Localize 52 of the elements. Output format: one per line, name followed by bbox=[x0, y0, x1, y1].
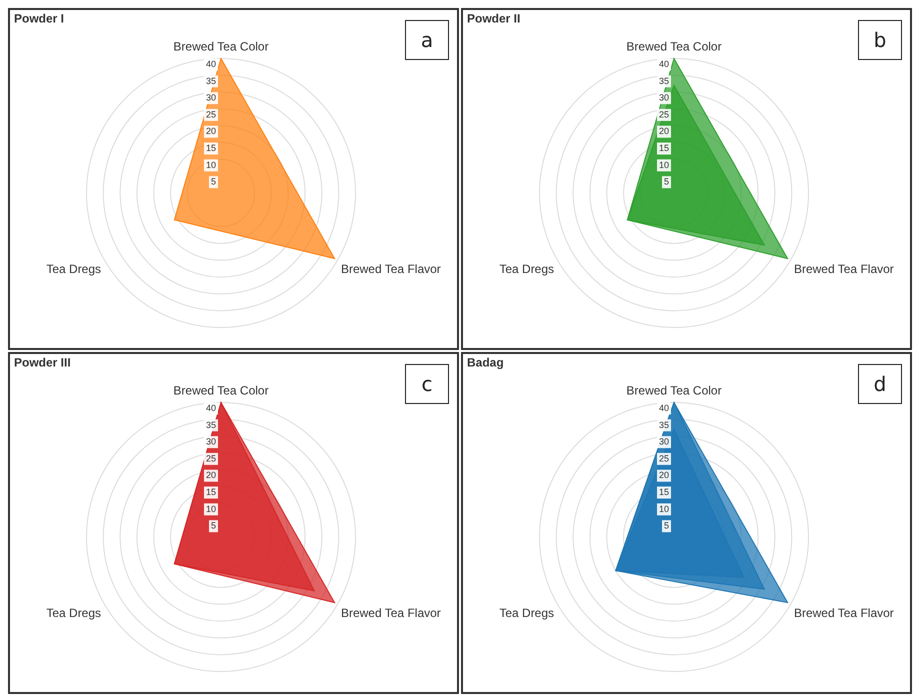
y-tick-label: 25 bbox=[206, 109, 216, 120]
y-tick-label: 15 bbox=[658, 143, 669, 154]
y-tick-label: 35 bbox=[658, 76, 669, 86]
y-tick-label: 25 bbox=[658, 109, 669, 120]
y-tick-label: 10 bbox=[658, 160, 669, 170]
y-tick-label: 40 bbox=[658, 402, 669, 413]
chart-title: Powder III bbox=[14, 356, 71, 370]
spoke-label: Brewed Tea Color bbox=[626, 384, 722, 398]
y-tick-label: 40 bbox=[658, 58, 669, 69]
spoke-label: Tea Dregs bbox=[499, 262, 554, 276]
y-tick-label: 20 bbox=[658, 470, 669, 480]
y-tick-label: 30 bbox=[658, 436, 669, 447]
spoke-label: Brewed Tea Color bbox=[173, 384, 269, 398]
y-tick-label: 35 bbox=[206, 420, 216, 430]
y-tick-label: 40 bbox=[206, 58, 216, 69]
y-tick-label: 15 bbox=[206, 143, 216, 154]
chart-title: Badag bbox=[467, 356, 504, 370]
text: a bbox=[405, 20, 449, 60]
spoke-label: Tea Dregs bbox=[499, 606, 554, 620]
y-tick-label: 35 bbox=[658, 420, 669, 430]
text: c bbox=[405, 364, 449, 404]
y-tick-label: 35 bbox=[206, 76, 216, 86]
y-tick-label: 10 bbox=[206, 160, 216, 170]
y-tick-label: 5 bbox=[664, 520, 669, 531]
spoke-label: Tea Dregs bbox=[46, 606, 102, 620]
y-tick-label: 20 bbox=[658, 126, 669, 136]
y-tick-label: 25 bbox=[658, 453, 669, 464]
spoke-label: Brewed Tea Color bbox=[626, 40, 722, 54]
y-tick-label: 40 bbox=[206, 402, 216, 413]
spoke-label: Brewed Tea Flavor bbox=[340, 262, 441, 276]
chart-title: Powder II bbox=[467, 12, 520, 26]
text: b bbox=[858, 20, 902, 60]
y-tick-label: 10 bbox=[206, 504, 216, 514]
spoke-label: Tea Dregs bbox=[46, 262, 102, 276]
y-tick-label: 15 bbox=[658, 487, 669, 498]
y-tick-label: 5 bbox=[664, 176, 669, 187]
y-tick-label: 25 bbox=[206, 453, 216, 464]
y-tick-label: 30 bbox=[206, 92, 216, 103]
y-tick-label: 5 bbox=[210, 176, 216, 187]
spoke-label: Brewed Tea Color bbox=[173, 40, 269, 54]
y-tick-label: 10 bbox=[658, 504, 669, 514]
y-tick-label: 30 bbox=[206, 436, 216, 447]
spoke-label: Brewed Tea Flavor bbox=[794, 606, 894, 620]
spoke-label: Brewed Tea Flavor bbox=[340, 606, 441, 620]
y-tick-label: 15 bbox=[206, 487, 216, 498]
text: d bbox=[858, 364, 902, 404]
y-tick-label: 30 bbox=[658, 92, 669, 103]
y-tick-label: 20 bbox=[206, 470, 216, 480]
y-tick-label: 5 bbox=[210, 520, 216, 531]
y-tick-label: 20 bbox=[206, 126, 216, 136]
chart-title: Powder I bbox=[14, 12, 64, 26]
spoke-label: Brewed Tea Flavor bbox=[794, 262, 894, 276]
